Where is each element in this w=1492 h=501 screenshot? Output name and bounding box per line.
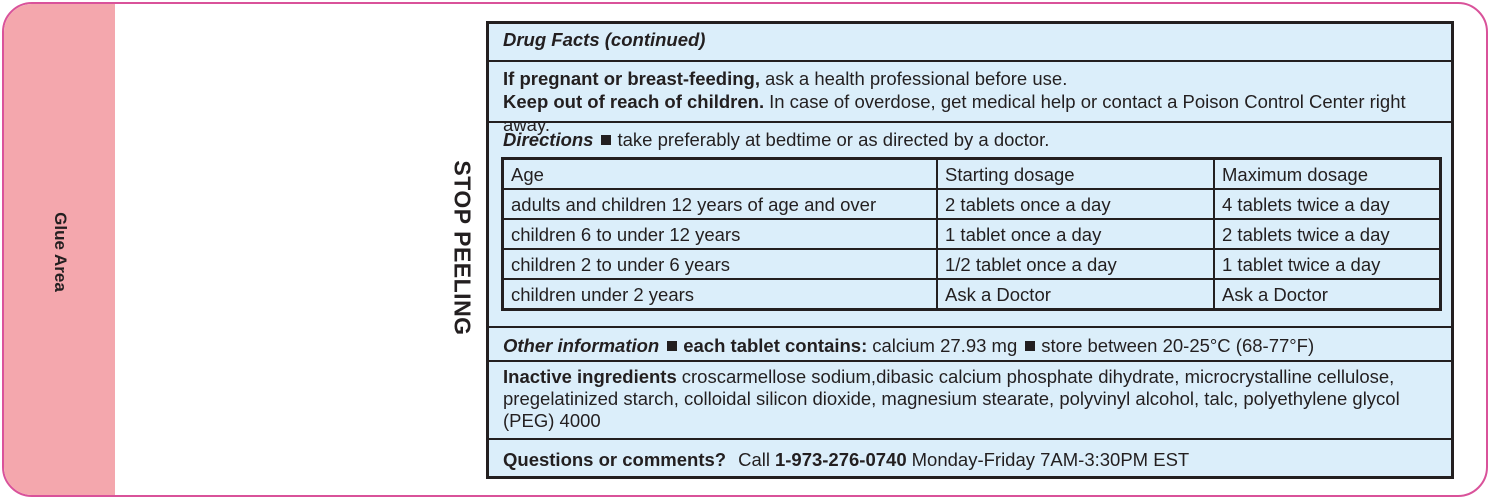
warning-text: ask a health professional before use. <box>764 68 1068 89</box>
cell: children under 2 years <box>501 278 938 311</box>
table-row: children under 2 years Ask a Doctor Ask a … <box>501 278 1442 311</box>
cell: Maximum dosage <box>1213 157 1442 190</box>
cell: Ask a Doctor <box>1213 278 1442 311</box>
other-bold: each tablet contains: <box>683 335 868 356</box>
cell: 1 tablet twice a day <box>1213 248 1442 280</box>
cell: 1/2 tablet once a day <box>936 248 1215 280</box>
hours: Monday-Friday 7AM-3:30PM EST <box>911 449 1190 470</box>
table-header: Age Starting dosage Maximum dosage <box>501 157 1442 190</box>
bullet <box>1025 341 1036 351</box>
warnings-section: If pregnant or breast-feeding, ask a heal… <box>489 60 1451 135</box>
inactive-text: croscarmellose sodium,dibasic calcium ph… <box>503 366 1400 431</box>
cell: 2 tablets twice a day <box>1213 218 1442 250</box>
drug-facts-box: Drug Facts (continued) If pregnant or br… <box>486 21 1454 479</box>
phone: 1-973-276-0740 <box>774 449 907 470</box>
header: Drug Facts (continued) <box>503 29 706 50</box>
warning: Keep out of reach of children. In case of… <box>503 90 1443 136</box>
other-text: calcium 27.93 mg <box>872 335 1018 356</box>
cell: children 6 to under 12 years <box>501 218 938 250</box>
other-section: Other information each tablet contains: ca… <box>489 326 1451 361</box>
inactive-section: Inactive ingredients croscarmellose sodiu… <box>489 360 1451 439</box>
bullet <box>667 341 678 351</box>
directions-heading: Directions <box>503 129 594 150</box>
cell: Starting dosage <box>936 157 1215 190</box>
cell: 4 tablets twice a day <box>1213 188 1442 220</box>
directions-text: take preferably at bedtime or as directe… <box>617 129 1050 150</box>
other-heading: Other information <box>503 335 660 356</box>
other-text: store between 20-25°C (68-77°F) <box>1041 335 1315 356</box>
warning-text: In case of overdose, get medical help or… <box>503 91 1406 135</box>
warning-bold: Keep out of reach of children. <box>503 91 765 112</box>
header-section: Drug Facts (continued) <box>489 28 1451 62</box>
cell: adults and children 12 years of age and … <box>501 188 938 220</box>
cell: 2 tablets once a day <box>936 188 1215 220</box>
dosage-table: Age Starting dosage Maximum dosage adult… <box>501 157 1442 311</box>
stop-peeling: STOP PEELING <box>449 160 476 336</box>
cell: 1 tablet once a day <box>936 218 1215 250</box>
cell: Age <box>501 157 938 190</box>
warning: If pregnant or breast-feeding, ask a heal… <box>503 67 1443 90</box>
cell: Ask a Doctor <box>936 278 1215 311</box>
bullet <box>601 135 612 145</box>
table-row: children 2 to under 6 years 1/2 tablet on… <box>501 248 1442 280</box>
questions-section: Questions or comments? Call 1-973-276-0740… <box>489 438 1451 476</box>
glue-text: Glue Area <box>51 212 70 292</box>
warning-bold: If pregnant or breast-feeding, <box>503 68 760 89</box>
inactive-heading: Inactive ingredients <box>503 366 677 387</box>
table-row: children 6 to under 12 years 1 tablet onc… <box>501 218 1442 250</box>
directions-section: Directions take preferably at bedtime or … <box>489 121 1451 328</box>
questions-call: Call <box>738 449 770 470</box>
questions-heading: Questions or comments? <box>503 449 727 470</box>
cell: children 2 to under 6 years <box>501 248 938 280</box>
glue-area: Glue Area <box>4 4 115 495</box>
table-row: adults and children 12 years of age and … <box>501 188 1442 220</box>
